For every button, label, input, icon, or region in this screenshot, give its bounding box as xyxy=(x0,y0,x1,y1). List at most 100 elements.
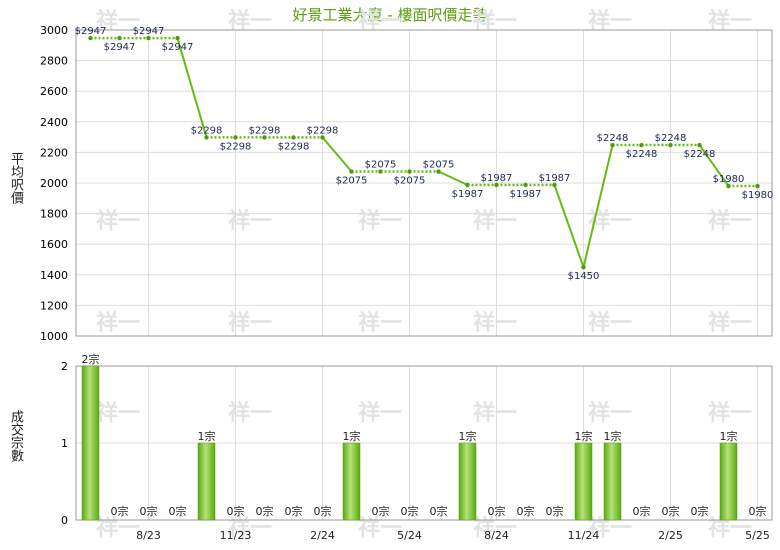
price-tick-label: 3000 xyxy=(40,24,68,37)
count-data-label: 0宗 xyxy=(227,504,245,518)
x-tick-label: 5/25 xyxy=(745,529,770,542)
count-data-label: 0宗 xyxy=(256,504,274,518)
price-tick-label: 1000 xyxy=(40,330,68,343)
watermark-text: 祥一 xyxy=(473,400,517,426)
count-data-label: 0宗 xyxy=(111,504,129,518)
watermark-text: 祥一 xyxy=(588,310,632,336)
watermark-text: 祥一 xyxy=(358,400,402,426)
watermark-text: 祥一 xyxy=(96,515,140,541)
price-data-label: $1987 xyxy=(452,189,484,200)
price-tick-label: 2400 xyxy=(40,116,68,129)
count-data-label: 0宗 xyxy=(140,504,158,518)
price-point xyxy=(88,35,93,41)
count-data-label: 1宗 xyxy=(575,429,593,443)
price-data-label: $2248 xyxy=(655,133,687,144)
price-data-label: $2075 xyxy=(336,176,368,187)
price-data-label: $2248 xyxy=(597,133,629,144)
x-tick-label: 8/23 xyxy=(136,529,161,542)
count-data-label: 1宗 xyxy=(343,429,361,443)
price-point xyxy=(668,142,673,148)
price-data-label: $2947 xyxy=(162,42,194,53)
price-plot-border xyxy=(75,29,773,337)
x-tick-label: 5/24 xyxy=(397,529,422,542)
price-point xyxy=(262,135,267,140)
x-tick-label: 2/25 xyxy=(658,529,683,542)
price-data-label: $1987 xyxy=(481,173,513,184)
price-point xyxy=(610,142,615,148)
count-bar xyxy=(574,442,593,521)
price-data-label: $2947 xyxy=(75,26,107,37)
price-line-segment xyxy=(698,144,730,187)
price-tick-label: 1400 xyxy=(40,269,68,282)
count-data-label: 0宗 xyxy=(314,504,332,518)
count-data-label: 0宗 xyxy=(662,504,680,518)
price-data-label: $2298 xyxy=(191,125,223,136)
watermark-text: 祥一 xyxy=(228,310,272,336)
price-point xyxy=(320,135,325,140)
count-bar xyxy=(197,442,216,521)
price-point xyxy=(233,135,238,140)
watermark-text: 祥一 xyxy=(96,310,140,336)
count-bar xyxy=(603,442,622,521)
count-data-label: 0宗 xyxy=(372,504,390,518)
price-tick-label: 1200 xyxy=(40,299,68,312)
price-point xyxy=(581,264,586,270)
price-point xyxy=(175,35,180,41)
count-data-label: 0宗 xyxy=(517,504,535,518)
price-data-label: $1450 xyxy=(568,271,600,282)
count-tick-label: 1 xyxy=(61,437,68,450)
watermark-text: 祥一 xyxy=(708,400,752,426)
x-tick-label: 8/24 xyxy=(484,529,509,542)
price-data-label: $2075 xyxy=(365,160,397,171)
watermark-text: 祥一 xyxy=(96,208,140,234)
count-data-label: 1宗 xyxy=(459,429,477,443)
price-point xyxy=(407,169,412,174)
x-tick-label: 11/24 xyxy=(568,529,600,542)
price-point xyxy=(726,183,731,189)
price-point xyxy=(755,183,760,189)
watermark-text: 祥一 xyxy=(228,208,272,234)
price-data-label: $2248 xyxy=(626,149,658,160)
price-point xyxy=(697,142,702,148)
price-data-label: $2298 xyxy=(220,141,252,152)
count-data-label: 0宗 xyxy=(749,504,767,518)
price-data-label: $2298 xyxy=(278,141,310,152)
watermark-text: 祥一 xyxy=(588,400,632,426)
price-data-label: $2248 xyxy=(684,149,716,160)
price-point xyxy=(291,135,296,140)
price-tick-label: 2800 xyxy=(40,55,68,68)
price-data-label: $1987 xyxy=(510,189,542,200)
watermark-text: 祥一 xyxy=(358,208,402,234)
count-data-label: 0宗 xyxy=(401,504,419,518)
price-tick-label: 2200 xyxy=(40,146,68,159)
count-data-label: 1宗 xyxy=(604,429,622,443)
price-point xyxy=(378,169,383,174)
count-tick-label: 0 xyxy=(61,514,68,527)
price-point xyxy=(639,142,644,148)
count-data-label: 0宗 xyxy=(285,504,303,518)
count-data-label: 0宗 xyxy=(633,504,651,518)
price-point xyxy=(349,169,354,174)
price-line-segment xyxy=(582,144,614,268)
price-point xyxy=(552,182,557,188)
count-data-label: 2宗 xyxy=(82,352,100,366)
x-tick-label: 2/24 xyxy=(310,529,335,542)
count-bar xyxy=(342,442,361,521)
watermark-text: 祥一 xyxy=(358,515,402,541)
price-tick-label: 1600 xyxy=(40,238,68,251)
price-point xyxy=(436,169,441,174)
count-axis-label: 成交宗數 xyxy=(8,410,23,462)
watermark-text: 祥一 xyxy=(473,310,517,336)
x-tick-label: 11/23 xyxy=(220,529,252,542)
count-bar xyxy=(81,365,100,521)
count-tick-label: 2 xyxy=(61,360,68,373)
count-data-label: 0宗 xyxy=(691,504,709,518)
watermark-text: 祥一 xyxy=(358,310,402,336)
price-point xyxy=(204,135,209,140)
price-data-label: $2075 xyxy=(394,176,426,187)
price-point xyxy=(146,35,151,41)
price-line-segment xyxy=(553,184,585,268)
watermark-text: 祥一 xyxy=(708,310,752,336)
price-point xyxy=(117,35,122,41)
price-line-segment xyxy=(438,170,468,186)
